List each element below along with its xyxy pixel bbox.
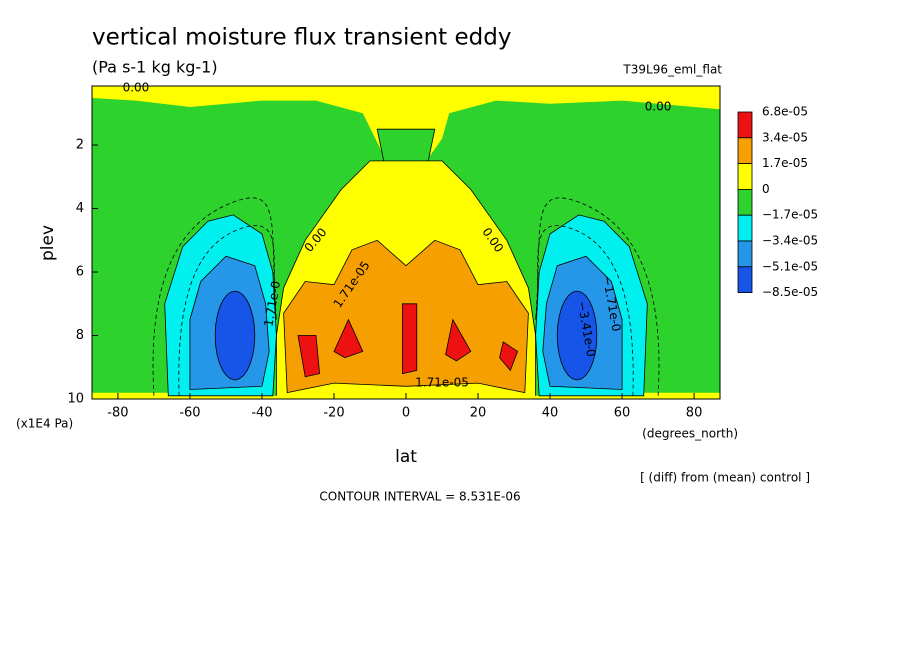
y-unit: (x1E4 Pa) [16,417,73,431]
x-tick-label: 60 [614,406,631,421]
contour-line [178,225,277,396]
contour-region [402,303,418,375]
colorbar-label: 1.7e-05 [762,156,808,170]
contour-region [333,318,364,359]
colorbar-label: −5.1e-05 [762,259,818,273]
contour-interval: CONTOUR INTERVAL = 8.531E-06 [319,490,520,504]
x-tick-label: 20 [470,406,487,421]
x-tick-label: -20 [323,406,344,421]
colorbar-box [737,111,753,139]
contour-region [499,341,519,372]
contour-region [214,290,256,381]
colorbar-label: −1.7e-05 [762,208,818,222]
colorbar-label: 3.4e-05 [762,130,808,144]
colorbar-box [737,240,753,268]
chart-subtitle: (Pa s-1 kg kg-1) [92,58,218,77]
y-axis-title: plev [38,225,58,261]
contour-label: 0.00 [123,80,150,94]
y-tick-label: 4 [76,201,84,216]
chart-title: vertical moisture flux transient eddy [92,25,511,51]
colorbar-box [737,188,753,216]
contour-region [376,128,436,165]
contour-region [445,318,472,362]
x-tick-label: 0 [402,406,410,421]
contour-label: 1.71e-05 [415,376,469,390]
y-tick-label: 8 [76,328,84,343]
contour-line [535,225,634,396]
x-tick-label: -60 [179,406,200,421]
contour-region [92,86,720,165]
contour-region [297,335,321,378]
y-tick-label: 6 [76,265,84,280]
contour-label: 0.00 [645,99,672,113]
colorbar-label: −3.4e-05 [762,234,818,248]
note: [ (diff) from (mean) control ] [640,471,810,485]
contour-fill [92,86,720,399]
colorbar-box [737,214,753,242]
colorbar-box [737,163,753,190]
contour-region [556,290,598,381]
x-tick-label: -40 [251,406,272,421]
y-tick-label: 2 [76,138,84,153]
plot-area: 0.000.000.00 0.001.71e-051.71e-051.71e-0−… [67,80,721,421]
colorbar-box [737,266,753,293]
run-label: T39L96_eml_flat [622,63,722,77]
colorbar-label: 6.8e-05 [762,105,808,119]
x-tick-label: 40 [542,406,559,421]
colorbar-label: 0 [762,182,770,196]
x-axis-title: lat [395,447,417,467]
x-unit: (degrees_north) [642,427,738,441]
x-tick-label: -80 [107,406,128,421]
colorbar-box [737,137,753,165]
colorbar-label: −8.5e-05 [762,285,818,299]
y-tick-label: 10 [67,392,84,407]
x-tick-label: 80 [686,406,703,421]
